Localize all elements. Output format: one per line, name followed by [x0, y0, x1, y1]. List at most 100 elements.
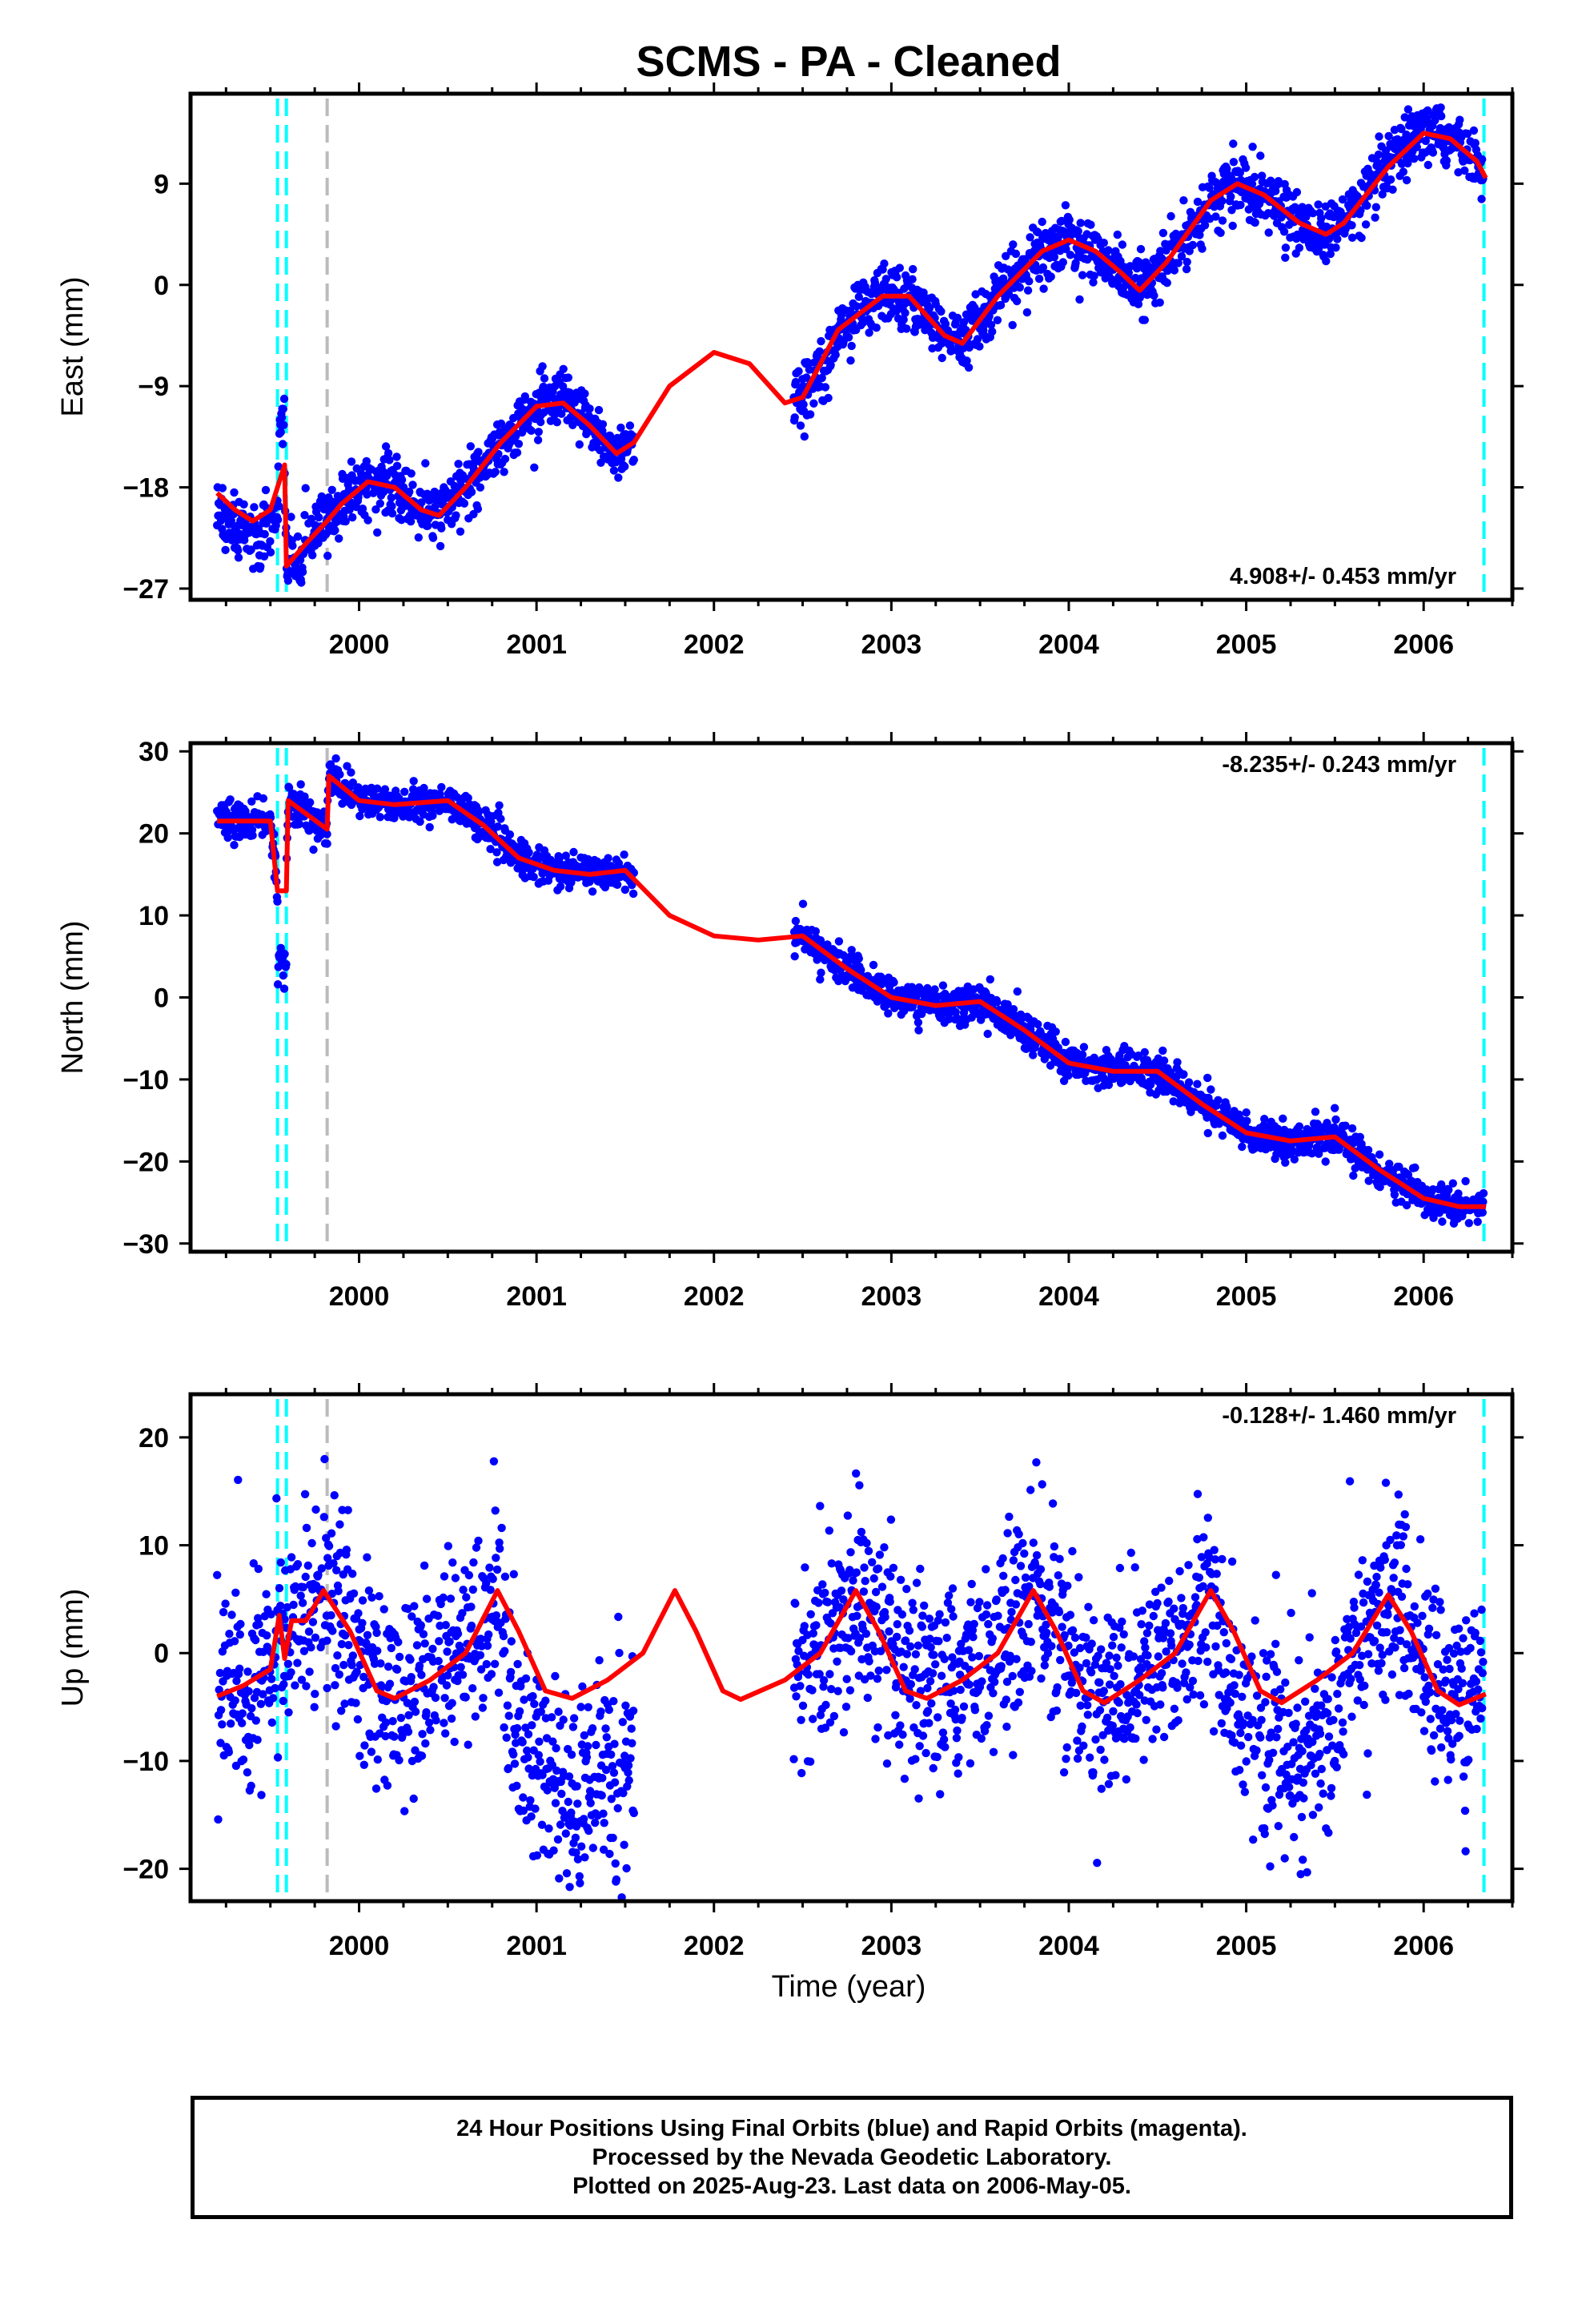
east-point: [1431, 116, 1439, 125]
east-point: [559, 364, 568, 373]
up-point: [279, 1680, 288, 1689]
north-point: [790, 952, 799, 961]
up-point: [238, 1709, 247, 1718]
up-point: [471, 1712, 480, 1721]
east-point: [616, 423, 625, 432]
east-point: [899, 315, 908, 324]
up-point: [333, 1651, 342, 1660]
up-point: [509, 1750, 518, 1759]
north-point: [1051, 1027, 1060, 1036]
up-point: [491, 1506, 500, 1515]
east-point: [473, 505, 483, 513]
north-point: [1479, 1188, 1488, 1198]
east-point: [274, 462, 283, 471]
east-point: [348, 513, 357, 522]
east-point: [273, 515, 283, 525]
east-point: [941, 320, 950, 328]
east-point: [1034, 274, 1044, 283]
north-observations: [213, 754, 1488, 1228]
up-point: [432, 1716, 440, 1725]
north-y-tick-label: 0: [154, 983, 169, 1014]
east-point: [1188, 240, 1198, 250]
up-point: [521, 1723, 530, 1732]
up-point: [417, 1671, 426, 1679]
up-point: [585, 1787, 595, 1795]
up-point: [462, 1593, 471, 1602]
east-point: [1008, 320, 1017, 330]
up-point: [236, 1619, 245, 1629]
up-point: [257, 1791, 266, 1799]
up-point: [381, 1731, 390, 1741]
up-point: [586, 1799, 595, 1807]
east-x-tick-label: 2005: [1216, 629, 1277, 660]
north-point: [1347, 1124, 1357, 1133]
east-point: [277, 413, 287, 422]
north-point: [604, 854, 612, 862]
east-point: [815, 347, 824, 356]
east-point: [1437, 111, 1446, 121]
east-point: [1086, 220, 1095, 229]
up-point: [580, 1731, 588, 1740]
north-point: [816, 975, 825, 984]
north-y-axis-label: North (mm): [56, 920, 90, 1074]
up-point: [565, 1883, 574, 1892]
up-point: [358, 1596, 367, 1605]
up-point: [573, 1855, 583, 1864]
east-point: [1371, 213, 1379, 222]
up-point: [509, 1570, 518, 1578]
up-point: [526, 1795, 535, 1805]
east-point: [975, 342, 984, 351]
up-point: [251, 1716, 260, 1725]
up-point: [358, 1618, 367, 1628]
up-point: [349, 1589, 359, 1598]
north-point: [1322, 1140, 1331, 1148]
up-point: [311, 1505, 320, 1514]
north-point: [869, 960, 878, 970]
north-point: [561, 851, 570, 860]
up-point: [578, 1682, 587, 1691]
north-point: [1242, 1108, 1251, 1117]
north-point: [930, 985, 939, 994]
up-point: [221, 1599, 230, 1608]
up-point: [215, 1668, 225, 1678]
up-point: [556, 1820, 565, 1829]
up-point: [562, 1869, 572, 1878]
up-point: [234, 1475, 243, 1485]
east-point: [383, 448, 393, 458]
east-point: [218, 484, 227, 493]
east-point: [1281, 253, 1290, 262]
up-point: [340, 1699, 349, 1708]
up-point: [376, 1681, 386, 1690]
up-point: [541, 1696, 550, 1705]
east-point: [872, 324, 881, 332]
east-point: [456, 527, 465, 536]
east-point: [347, 457, 356, 466]
up-point: [422, 1708, 431, 1717]
east-point: [1384, 131, 1393, 141]
east-point: [387, 501, 396, 511]
east-point: [1428, 148, 1438, 157]
east-point: [476, 483, 485, 492]
north-point: [1214, 1096, 1223, 1105]
up-point: [267, 1610, 275, 1619]
north-point: [1243, 1116, 1251, 1125]
up-point: [440, 1694, 449, 1703]
up-point: [396, 1714, 406, 1723]
east-point: [790, 413, 799, 422]
east-point: [1066, 251, 1075, 259]
east-point: [1281, 243, 1291, 252]
east-point: [1477, 195, 1486, 203]
east-point: [1463, 129, 1472, 139]
east-point: [1134, 300, 1143, 308]
east-point: [546, 416, 556, 425]
east-point: [363, 516, 372, 525]
north-point: [1193, 1080, 1202, 1088]
east-point: [371, 505, 380, 514]
north-point: [390, 814, 399, 822]
east-point: [1058, 258, 1068, 267]
north-point: [791, 916, 801, 926]
up-point: [444, 1542, 452, 1550]
up-point: [300, 1490, 310, 1499]
north-point: [913, 1018, 923, 1027]
east-x-tick-label: 2002: [684, 629, 745, 660]
